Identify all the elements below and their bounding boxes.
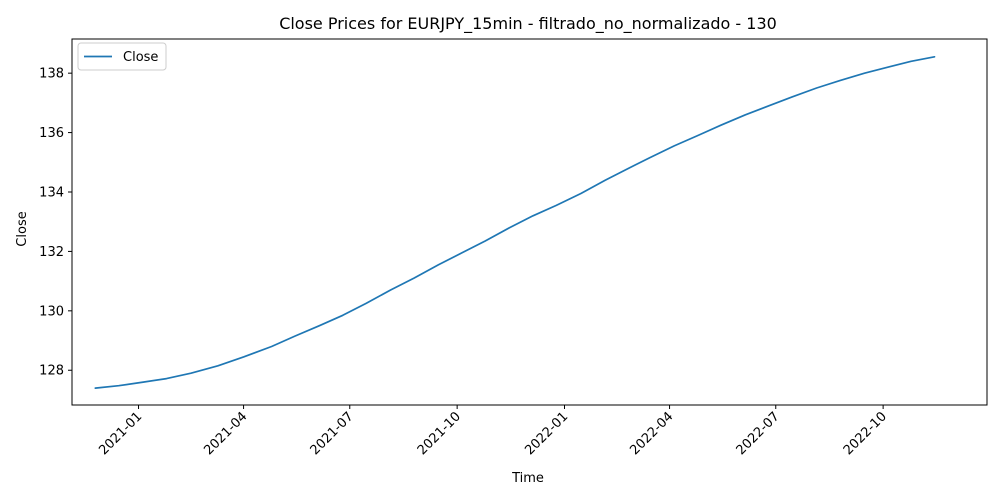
y-axis-label: Close (15, 211, 30, 246)
y-tick-label-1: 130 (39, 304, 64, 319)
y-tick-label-5: 138 (39, 67, 64, 82)
legend: Close (77, 42, 167, 71)
y-tick-label-0: 128 (39, 364, 64, 379)
y-tick-label-4: 136 (39, 126, 64, 141)
x-axis-label: Time (511, 471, 544, 486)
y-tick-label-2: 132 (39, 245, 64, 260)
y-tick-label-3: 134 (39, 185, 64, 200)
legend-box (77, 42, 167, 71)
plot-frame (71, 38, 988, 406)
chart-title: Close Prices for EURJPY_15min - filtrado… (279, 14, 777, 34)
series-line-close (94, 55, 936, 389)
legend-label-close: Close (123, 50, 158, 65)
